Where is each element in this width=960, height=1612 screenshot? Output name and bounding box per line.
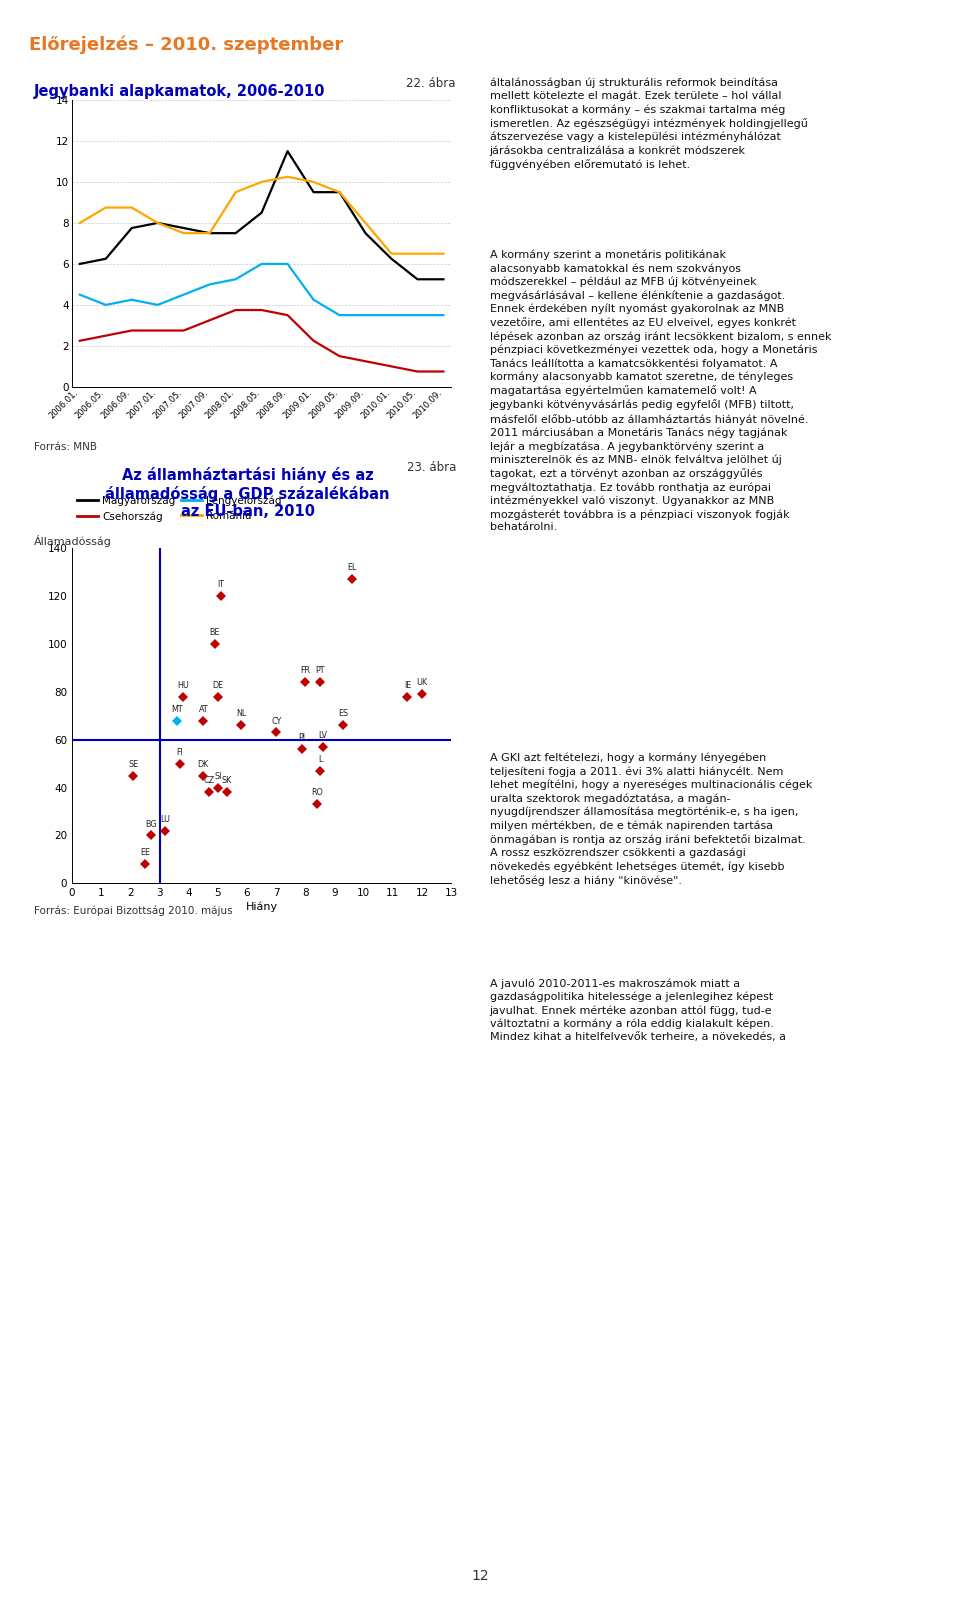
Text: Az államháztartási hiány és az
államadósság a GDP százalékában
az EU-ban, 2010: Az államháztartási hiány és az államadós… [106,467,390,519]
Text: SI: SI [214,772,222,780]
Text: A javuló 2010-2011-es makroszámok miatt a
gazdaságpolitika hitelessége a jelenle: A javuló 2010-2011-es makroszámok miatt … [490,978,785,1043]
Text: általánosságban új strukturális reformok beindítása
mellett kötelezte el magát. : általánosságban új strukturális reformok… [490,77,807,169]
Legend: Magyarország, Csehország, Lengyelország, Románia: Magyarország, Csehország, Lengyelország,… [77,495,281,522]
Text: Forrás: Európai Bizottság 2010. május: Forrás: Európai Bizottság 2010. május [34,906,232,917]
Text: IE: IE [404,680,411,690]
Text: EE: EE [140,848,150,858]
Text: CZ: CZ [204,777,215,785]
Text: PL: PL [298,733,307,742]
Text: LV: LV [319,730,327,740]
Text: MT: MT [171,704,182,714]
Text: DE: DE [212,680,224,690]
Text: CY: CY [271,717,281,725]
Text: HU: HU [177,680,189,690]
Text: BE: BE [209,629,220,637]
Text: FI: FI [177,748,183,756]
Text: PT: PT [315,666,324,675]
Text: 12: 12 [471,1568,489,1583]
Text: AT: AT [199,704,208,714]
Text: Előrejelzés – 2010. szeptember: Előrejelzés – 2010. szeptember [29,35,343,53]
Text: IT: IT [217,580,225,588]
Text: 23. ábra: 23. ábra [407,461,456,474]
Text: BG: BG [145,819,156,829]
Text: FR: FR [300,666,310,675]
Text: UK: UK [417,679,427,687]
Text: EL: EL [348,563,357,572]
X-axis label: Hiány: Hiány [246,901,277,911]
Text: Államadósság: Államadósság [34,535,111,546]
Text: L: L [318,754,323,764]
Text: RO: RO [311,788,323,798]
Text: Jegybanki alapkamatok, 2006-2010: Jegybanki alapkamatok, 2006-2010 [34,84,325,98]
Text: SE: SE [129,759,138,769]
Text: 22. ábra: 22. ábra [406,77,456,90]
Text: ES: ES [338,709,348,719]
Text: NL: NL [236,709,247,719]
Text: Forrás: MNB: Forrás: MNB [34,442,97,451]
Text: DK: DK [198,759,209,769]
Text: A GKI azt feltételezi, hogy a kormány lényegében
teljesíteni fogja a 2011. évi 3: A GKI azt feltételezi, hogy a kormány lé… [490,753,812,887]
Text: SK: SK [222,777,231,785]
Text: LU: LU [160,814,170,824]
Text: A kormány szerint a monetáris politikának
alacsonyabb kamatokkal és nem szokvány: A kormány szerint a monetáris politikána… [490,250,831,532]
